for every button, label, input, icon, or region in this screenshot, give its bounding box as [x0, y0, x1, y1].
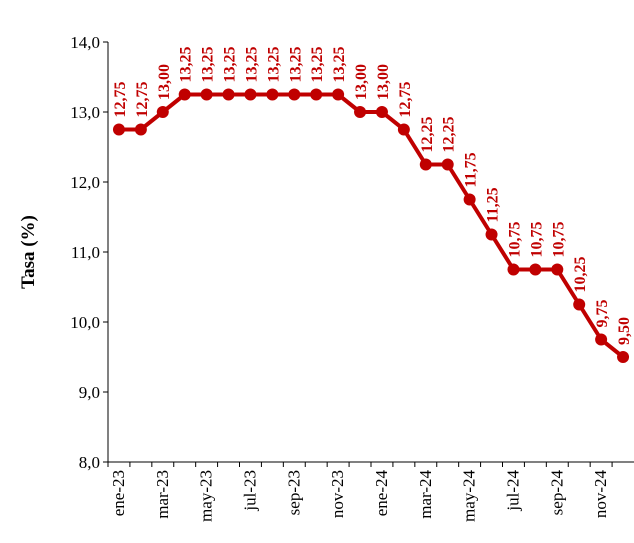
marker	[617, 351, 630, 363]
data-label: 13,25	[287, 47, 304, 83]
y-tick-label: 12,0	[70, 173, 100, 192]
data-label: 9,50	[616, 317, 633, 345]
data-label: 10,75	[506, 222, 523, 258]
x-tick-label: nov-23	[328, 470, 347, 518]
data-label: 9,75	[594, 300, 611, 328]
marker	[112, 123, 125, 136]
data-label: 13,25	[265, 47, 282, 83]
marker	[244, 88, 257, 101]
y-tick-label: 8,0	[79, 453, 100, 472]
data-label: 13,25	[200, 47, 217, 83]
marker	[485, 228, 498, 241]
marker	[507, 263, 520, 276]
marker	[463, 193, 476, 206]
data-label: 12,25	[419, 117, 436, 153]
data-label: 13,00	[375, 64, 392, 100]
data-label: 10,75	[528, 222, 545, 258]
marker	[419, 158, 432, 171]
marker	[529, 263, 542, 276]
data-label: 13,25	[178, 47, 195, 83]
x-tick-label: nov-24	[591, 470, 610, 519]
y-tick-label: 13,0	[70, 103, 100, 122]
x-tick-label: sep-23	[284, 470, 303, 515]
data-label: 13,25	[222, 46, 239, 82]
marker	[310, 88, 323, 101]
x-tick-label: may-24	[460, 470, 479, 522]
data-label: 10,75	[550, 222, 567, 258]
marker	[266, 88, 279, 101]
data-label: 10,25	[572, 257, 589, 293]
y-tick-label: 9,0	[79, 383, 100, 402]
line	[118, 92, 625, 359]
marker	[397, 123, 410, 136]
x-tick-label: mar-24	[416, 470, 435, 519]
y-tick-label: 11,0	[71, 243, 100, 262]
marker	[354, 106, 367, 118]
marker	[595, 333, 608, 346]
y-tick-label: 14,0	[70, 33, 100, 52]
data-label: 11,75	[463, 152, 480, 187]
marker	[551, 263, 564, 276]
data-label: 12,25	[441, 117, 458, 153]
data-label: 12,75	[134, 82, 151, 118]
data-label: 11,25	[485, 187, 502, 222]
marker	[200, 88, 213, 101]
marker	[288, 88, 301, 101]
data-label: 12,75	[112, 81, 129, 117]
marker	[441, 158, 454, 171]
x-tick-label: mar-23	[153, 470, 172, 519]
marker	[178, 88, 191, 101]
x-tick-label: sep-24	[547, 470, 566, 516]
x-tick-label: may-23	[197, 470, 216, 522]
data-label: 13,25	[309, 47, 326, 83]
data-label: 13,25	[243, 47, 260, 83]
data-label: 13,00	[353, 64, 370, 100]
x-tick-label: jul-23	[240, 470, 259, 512]
marker	[156, 106, 169, 118]
x-tick-label: ene-23	[109, 470, 128, 516]
data-label: 13,00	[156, 64, 173, 100]
y-axis-label: Tasa (%)	[18, 215, 39, 289]
x-tick-label: ene-24	[372, 470, 391, 517]
marker	[332, 88, 345, 101]
marker	[134, 123, 147, 136]
y-tick-label: 10,0	[70, 313, 100, 332]
marker	[375, 106, 388, 118]
marker	[222, 88, 235, 101]
marker	[573, 298, 586, 311]
x-tick-label: jul-24	[503, 470, 522, 512]
data-label: 13,25	[331, 47, 348, 83]
data-label: 12,75	[397, 82, 414, 118]
